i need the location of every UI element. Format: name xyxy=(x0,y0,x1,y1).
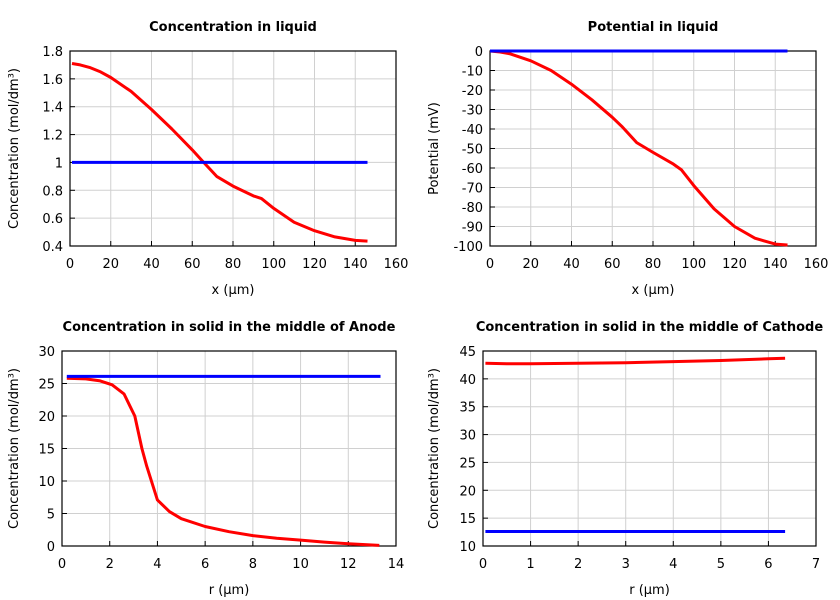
x-tick-label: 12 xyxy=(340,557,357,572)
x-tick-label: 120 xyxy=(302,257,327,272)
y-tick-label: 1.6 xyxy=(42,73,63,88)
x-tick-label: 60 xyxy=(604,257,621,272)
y-tick-label: 1.4 xyxy=(42,101,63,116)
y-tick-label: 40 xyxy=(459,373,476,388)
x-tick-label: 160 xyxy=(804,257,829,272)
plot-frame xyxy=(482,350,817,547)
y-tick-label: 0.8 xyxy=(42,184,63,199)
y-axis-label: Concentration (mol/dm³) xyxy=(427,368,442,529)
subplot-1: Concentration in liquid 0 20 40 60 80 100 120 14… xyxy=(7,20,408,298)
x-tick-label: 80 xyxy=(645,257,662,272)
y-tick-label: 45 xyxy=(459,345,476,360)
x-tick-label: 20 xyxy=(522,257,539,272)
x-tick-label: 10 xyxy=(292,557,309,572)
x-tick-label: 120 xyxy=(722,257,747,272)
y-tick-label: 20 xyxy=(459,484,476,499)
x-tick-label: 80 xyxy=(225,257,242,272)
y-tick-label: -30 xyxy=(462,104,483,119)
y-tick-label: 10 xyxy=(38,475,55,490)
x-tick-label: 0 xyxy=(58,557,66,572)
x-tick-label: 0 xyxy=(486,257,494,272)
x-tick-label: 40 xyxy=(563,257,580,272)
y-axis-label: Concentration (mol/dm³) xyxy=(7,68,22,229)
x-tick-label: 14 xyxy=(388,557,405,572)
y-tick-label: 15 xyxy=(38,443,55,458)
series-line-1 xyxy=(71,62,368,243)
chart-title: Concentration in liquid xyxy=(149,20,317,35)
x-tick-label: 6 xyxy=(201,557,209,572)
subplot-4: Concentration in solid in the middle of … xyxy=(427,320,823,598)
y-tick-label: 0 xyxy=(475,45,483,60)
subplot-2: Potential in liquid 0 20 40 60 80 100 120 140 160… xyxy=(427,20,828,298)
x-tick-label: 100 xyxy=(261,257,286,272)
x-tick-label: 140 xyxy=(343,257,368,272)
y-tick-label: 25 xyxy=(459,456,476,471)
x-tick-label: 1 xyxy=(526,557,534,572)
y-tick-label: 1.8 xyxy=(42,45,63,60)
y-tick-label: 25 xyxy=(38,378,55,393)
y-tick-label: 5 xyxy=(47,508,55,523)
series-line-1 xyxy=(485,356,786,366)
y-tick-label: 1.2 xyxy=(42,129,63,144)
x-tick-label: 0 xyxy=(66,257,74,272)
y-tick-label: -70 xyxy=(462,182,483,197)
y-tick-label: 0 xyxy=(47,540,55,555)
chart-title: Concentration in solid in the middle of … xyxy=(63,320,396,335)
x-axis-label: x (µm) xyxy=(632,283,675,298)
y-tick-label: 10 xyxy=(459,540,476,555)
x-tick-label: 3 xyxy=(622,557,630,572)
x-tick-label: 2 xyxy=(574,557,582,572)
x-axis-label: x (µm) xyxy=(212,283,255,298)
plot-frame xyxy=(69,50,397,247)
x-tick-label: 20 xyxy=(102,257,119,272)
x-tick-label: 160 xyxy=(384,257,409,272)
y-tick-label: -60 xyxy=(462,162,483,177)
x-tick-label: 0 xyxy=(479,557,487,572)
y-tick-label: 0.4 xyxy=(42,240,63,255)
chart-title: Potential in liquid xyxy=(588,20,719,35)
series-line-1 xyxy=(66,376,380,547)
y-tick-label: 30 xyxy=(38,345,55,360)
y-tick-label: 0.6 xyxy=(42,212,63,227)
x-tick-label: 6 xyxy=(764,557,772,572)
y-tick-label: 35 xyxy=(459,401,476,416)
x-tick-label: 5 xyxy=(717,557,725,572)
x-tick-label: 2 xyxy=(106,557,114,572)
y-tick-label: -10 xyxy=(462,65,483,80)
series-line-1 xyxy=(489,49,788,247)
y-axis-label: Concentration (mol/dm³) xyxy=(7,368,22,529)
x-tick-label: 4 xyxy=(153,557,161,572)
subplot-3: Concentration in solid in the middle of … xyxy=(7,320,404,598)
x-tick-label: 40 xyxy=(143,257,160,272)
x-tick-label: 8 xyxy=(249,557,257,572)
x-tick-label: 7 xyxy=(812,557,820,572)
x-tick-label: 4 xyxy=(669,557,677,572)
x-tick-label: 100 xyxy=(681,257,706,272)
y-tick-label: 30 xyxy=(459,429,476,444)
y-tick-label: -90 xyxy=(462,221,483,236)
plot-frame xyxy=(61,350,397,547)
y-tick-label: 1 xyxy=(55,156,63,171)
y-tick-label: -50 xyxy=(462,143,483,158)
y-tick-label: 15 xyxy=(459,512,476,527)
y-tick-label: -20 xyxy=(462,84,483,99)
x-tick-label: 60 xyxy=(184,257,201,272)
y-tick-label: -100 xyxy=(453,240,483,255)
x-axis-label: r (µm) xyxy=(209,583,250,598)
y-tick-label: 20 xyxy=(38,410,55,425)
y-axis-label: Potential (mV) xyxy=(427,102,442,195)
x-tick-label: 140 xyxy=(763,257,788,272)
y-tick-label: -80 xyxy=(462,201,483,216)
x-axis-label: r (µm) xyxy=(629,583,670,598)
chart-title: Concentration in solid in the middle of … xyxy=(476,320,824,335)
y-tick-label: -40 xyxy=(462,123,483,138)
